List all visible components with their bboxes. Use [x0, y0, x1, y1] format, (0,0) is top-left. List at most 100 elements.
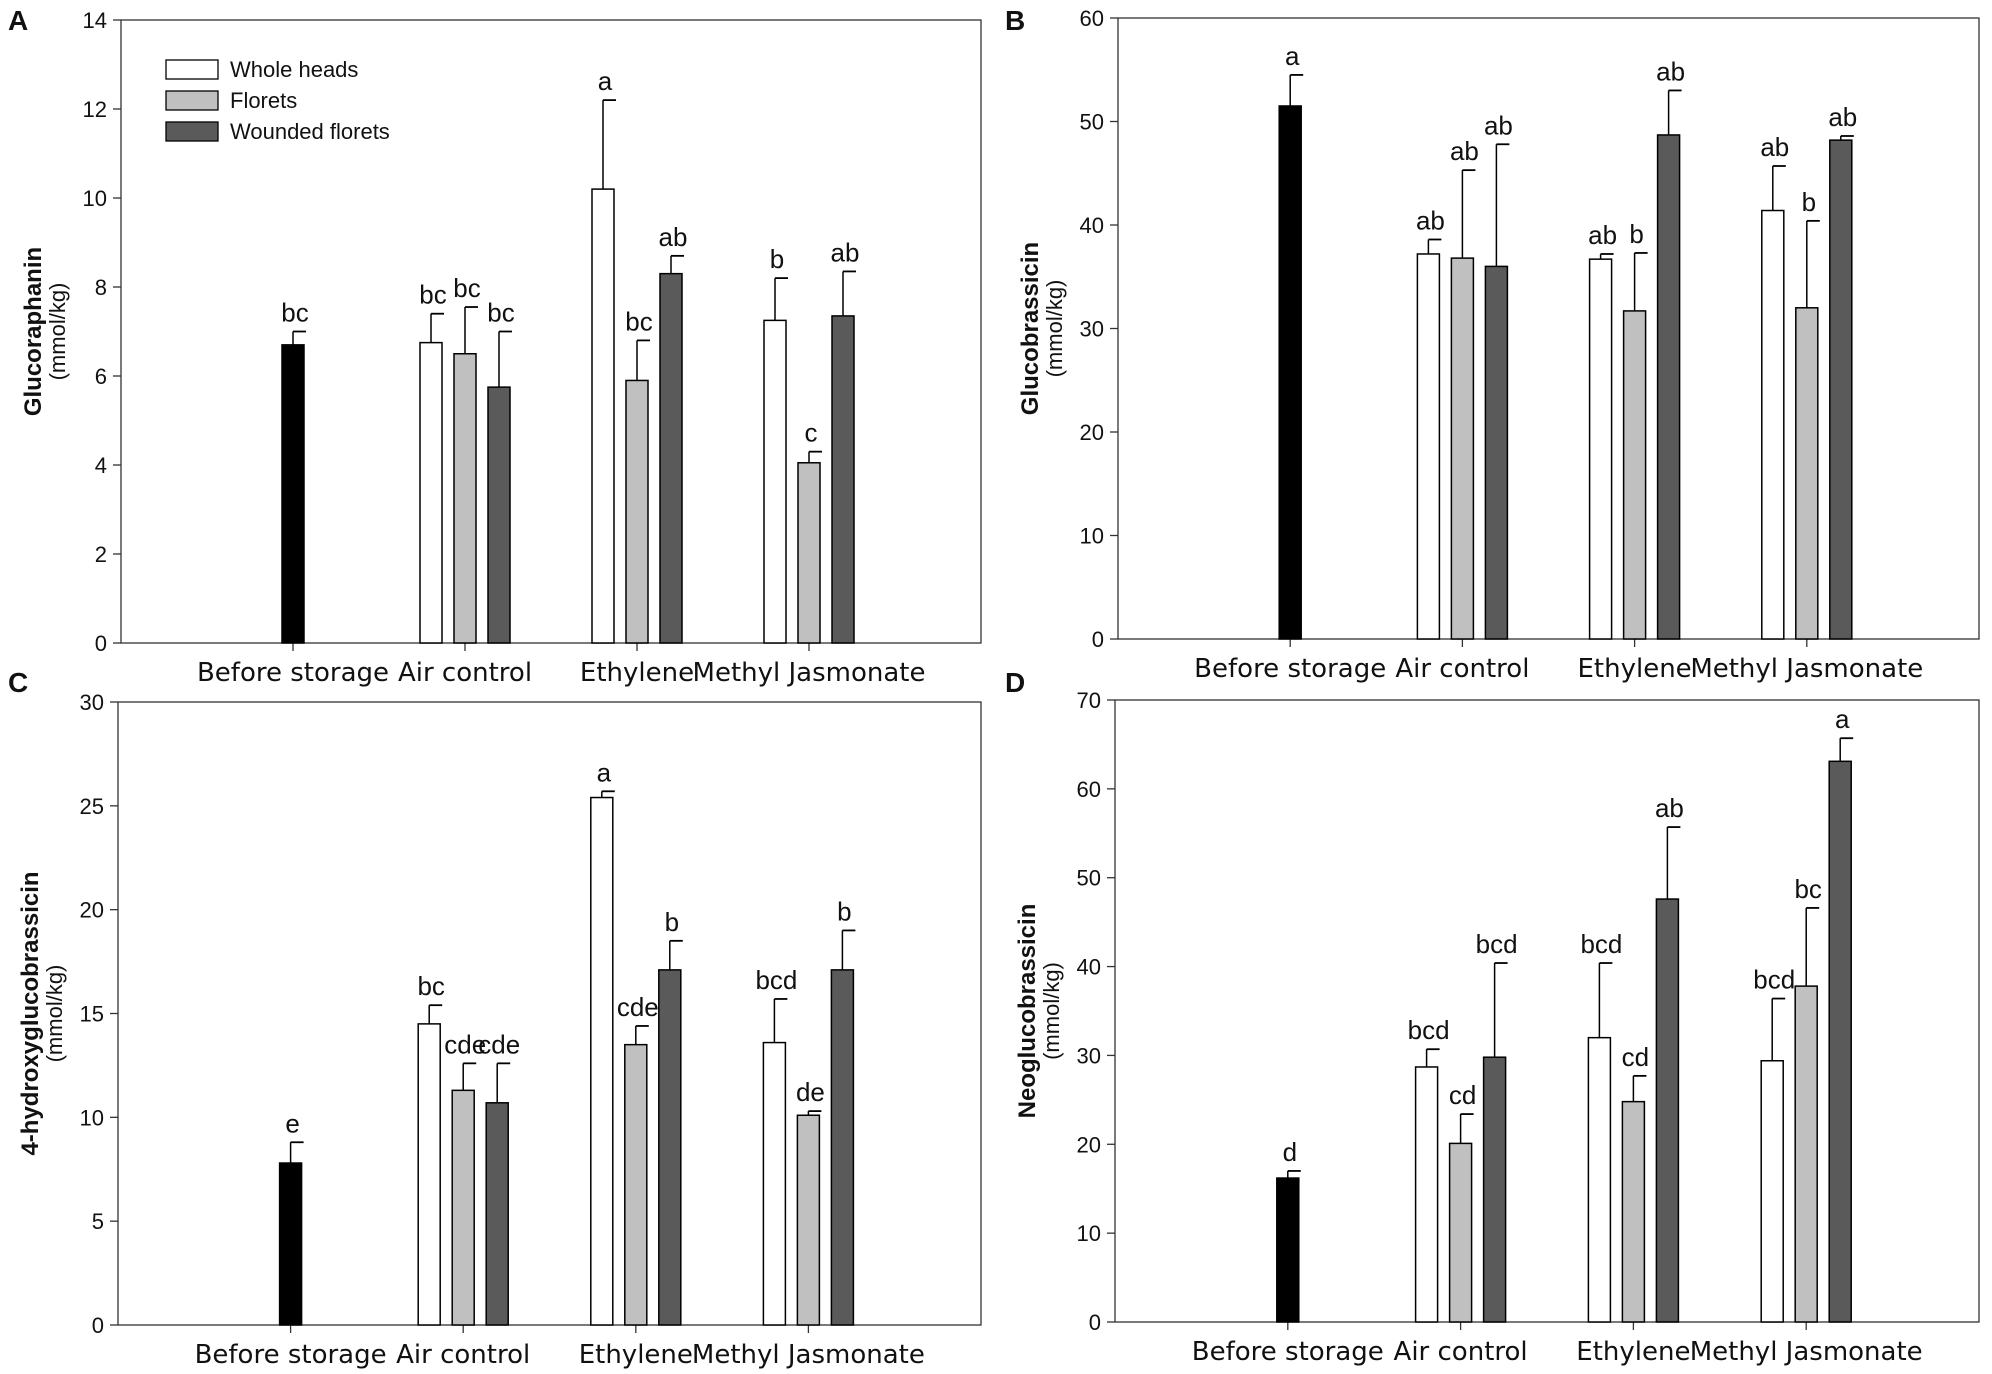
significance-label: cde	[444, 1029, 486, 1059]
y-axis-title: Glucobrassicin	[1017, 242, 1044, 415]
x-tick-label: Ethylene	[1578, 654, 1692, 684]
y-axis-title: Glucoraphanin	[20, 247, 47, 416]
significance-label: a	[598, 66, 613, 96]
bar-wounded-florets	[1656, 134, 1681, 640]
y-tick-label: 12	[83, 97, 107, 122]
y-tick-label: 20	[1077, 1132, 1101, 1157]
significance-label: cd	[1622, 1042, 1649, 1072]
significance-label: de	[796, 1077, 825, 1107]
y-tick-label: 5	[92, 1209, 104, 1234]
y-tick-label: 10	[1080, 524, 1104, 549]
bar-wounded-florets	[485, 1102, 509, 1326]
y-tick-label: 4	[95, 453, 107, 478]
x-tick-label: Before storage	[195, 1340, 387, 1370]
y-tick-label: 15	[80, 1002, 104, 1027]
bar-whole-heads	[590, 796, 614, 1326]
panel-C: C 0 5 10 15 20 25 30 4-hydroxyglucobrassicin(mmo…	[8, 667, 982, 1370]
panel-label: B	[1005, 5, 1025, 36]
y-axis-title: Neoglucobrassicin	[1014, 904, 1041, 1119]
bar-wounded-florets	[658, 969, 682, 1326]
bar-florets	[1621, 1100, 1646, 1323]
bar-before-storage	[278, 1162, 303, 1326]
bar-whole-heads	[1761, 209, 1785, 640]
bar-florets	[624, 1043, 648, 1326]
significance-label: ab	[1828, 102, 1857, 132]
y-tick-label: 30	[1077, 1043, 1101, 1068]
significance-label: ab	[1655, 793, 1684, 823]
panel-label: A	[8, 5, 28, 36]
significance-label: ab	[1450, 136, 1479, 166]
x-tick-label: Before storage	[1194, 654, 1386, 684]
significance-label: a	[1285, 41, 1300, 71]
y-axis-title: 4-hydroxyglucobrassicin	[17, 871, 44, 1155]
x-tick-label: Air control	[398, 658, 532, 688]
bar-whole-heads	[762, 1041, 787, 1326]
bar-before-storage	[1276, 1177, 1300, 1323]
y-axis-unit: (mmol/kg)	[1042, 280, 1067, 378]
significance-label: ab	[1656, 56, 1685, 86]
y-tick-label: 40	[1077, 955, 1101, 980]
bar-whole-heads	[417, 1023, 441, 1326]
panel-A: A 0 2 4 6 8 10 12 14 Glucoraphanin(mmol/kg) Before…	[8, 5, 982, 688]
significance-label: bc	[417, 971, 444, 1001]
bar-wounded-florets	[1655, 898, 1680, 1323]
y-tick-label: 2	[95, 542, 107, 567]
bar-wounded-florets	[659, 272, 683, 644]
significance-label: b	[837, 896, 851, 926]
significance-label: b	[1802, 187, 1816, 217]
y-tick-label: 20	[1080, 420, 1104, 445]
y-tick-label: 10	[80, 1105, 104, 1130]
significance-label: bc	[281, 298, 308, 328]
significance-label: b	[770, 244, 784, 274]
y-tick-label: 70	[1077, 688, 1101, 713]
significance-label: cde	[478, 1029, 520, 1059]
significance-label: cde	[617, 992, 659, 1022]
significance-label: bc	[453, 273, 480, 303]
bar-florets	[1448, 1142, 1473, 1323]
y-tick-label: 60	[1077, 777, 1101, 802]
panel-B: B 0 10 20 30 40 50 60 Glucobrassicin(mmol/kg) Bef…	[1005, 5, 1980, 684]
x-tick-label: Before storage	[1192, 1337, 1384, 1367]
significance-label: a	[597, 757, 612, 787]
bar-florets	[797, 462, 821, 644]
panel-label: C	[8, 667, 28, 698]
bar-florets	[796, 1114, 821, 1326]
y-tick-label: 50	[1077, 866, 1101, 891]
significance-label: bcd	[1408, 1015, 1450, 1045]
y-tick-label: 60	[1080, 6, 1104, 31]
significance-label: cd	[1449, 1080, 1476, 1110]
y-tick-label: 30	[80, 690, 104, 715]
plot-frame	[1114, 699, 1980, 1323]
x-tick-label: Ethylene	[580, 658, 694, 688]
y-tick-label: 30	[1080, 317, 1104, 342]
x-tick-label: Ethylene	[579, 1340, 693, 1370]
legend-label: Whole heads	[230, 57, 358, 82]
bar-wounded-florets	[830, 969, 855, 1326]
bar-florets	[1795, 307, 1819, 640]
bar-whole-heads	[591, 188, 615, 644]
significance-label: ab	[831, 237, 860, 267]
significance-label: bcd	[1580, 929, 1622, 959]
x-tick-label: Ethylene	[1576, 1337, 1690, 1367]
bar-florets	[451, 1089, 475, 1326]
legend: Whole heads Florets Wounded florets	[165, 57, 390, 144]
significance-label: e	[285, 1108, 299, 1138]
y-tick-label: 50	[1080, 110, 1104, 135]
significance-label: d	[1283, 1137, 1297, 1167]
y-tick-label: 10	[83, 186, 107, 211]
y-tick-label: 40	[1080, 213, 1104, 238]
significance-label: bc	[419, 280, 446, 310]
y-tick-label: 8	[95, 275, 107, 300]
y-tick-label: 6	[95, 364, 107, 389]
x-tick-label: Methyl Jasmonate	[1690, 654, 1923, 684]
x-tick-label: Before storage	[197, 658, 389, 688]
significance-label: ab	[1760, 132, 1789, 162]
bar-whole-heads	[1760, 1060, 1784, 1323]
bar-before-storage	[1278, 105, 1302, 640]
bar-wounded-florets	[1828, 760, 1852, 1323]
y-tick-label: 10	[1077, 1221, 1101, 1246]
significance-label: ab	[1484, 110, 1513, 140]
significance-label: ab	[1416, 205, 1445, 235]
y-tick-label: 0	[1089, 1310, 1101, 1335]
